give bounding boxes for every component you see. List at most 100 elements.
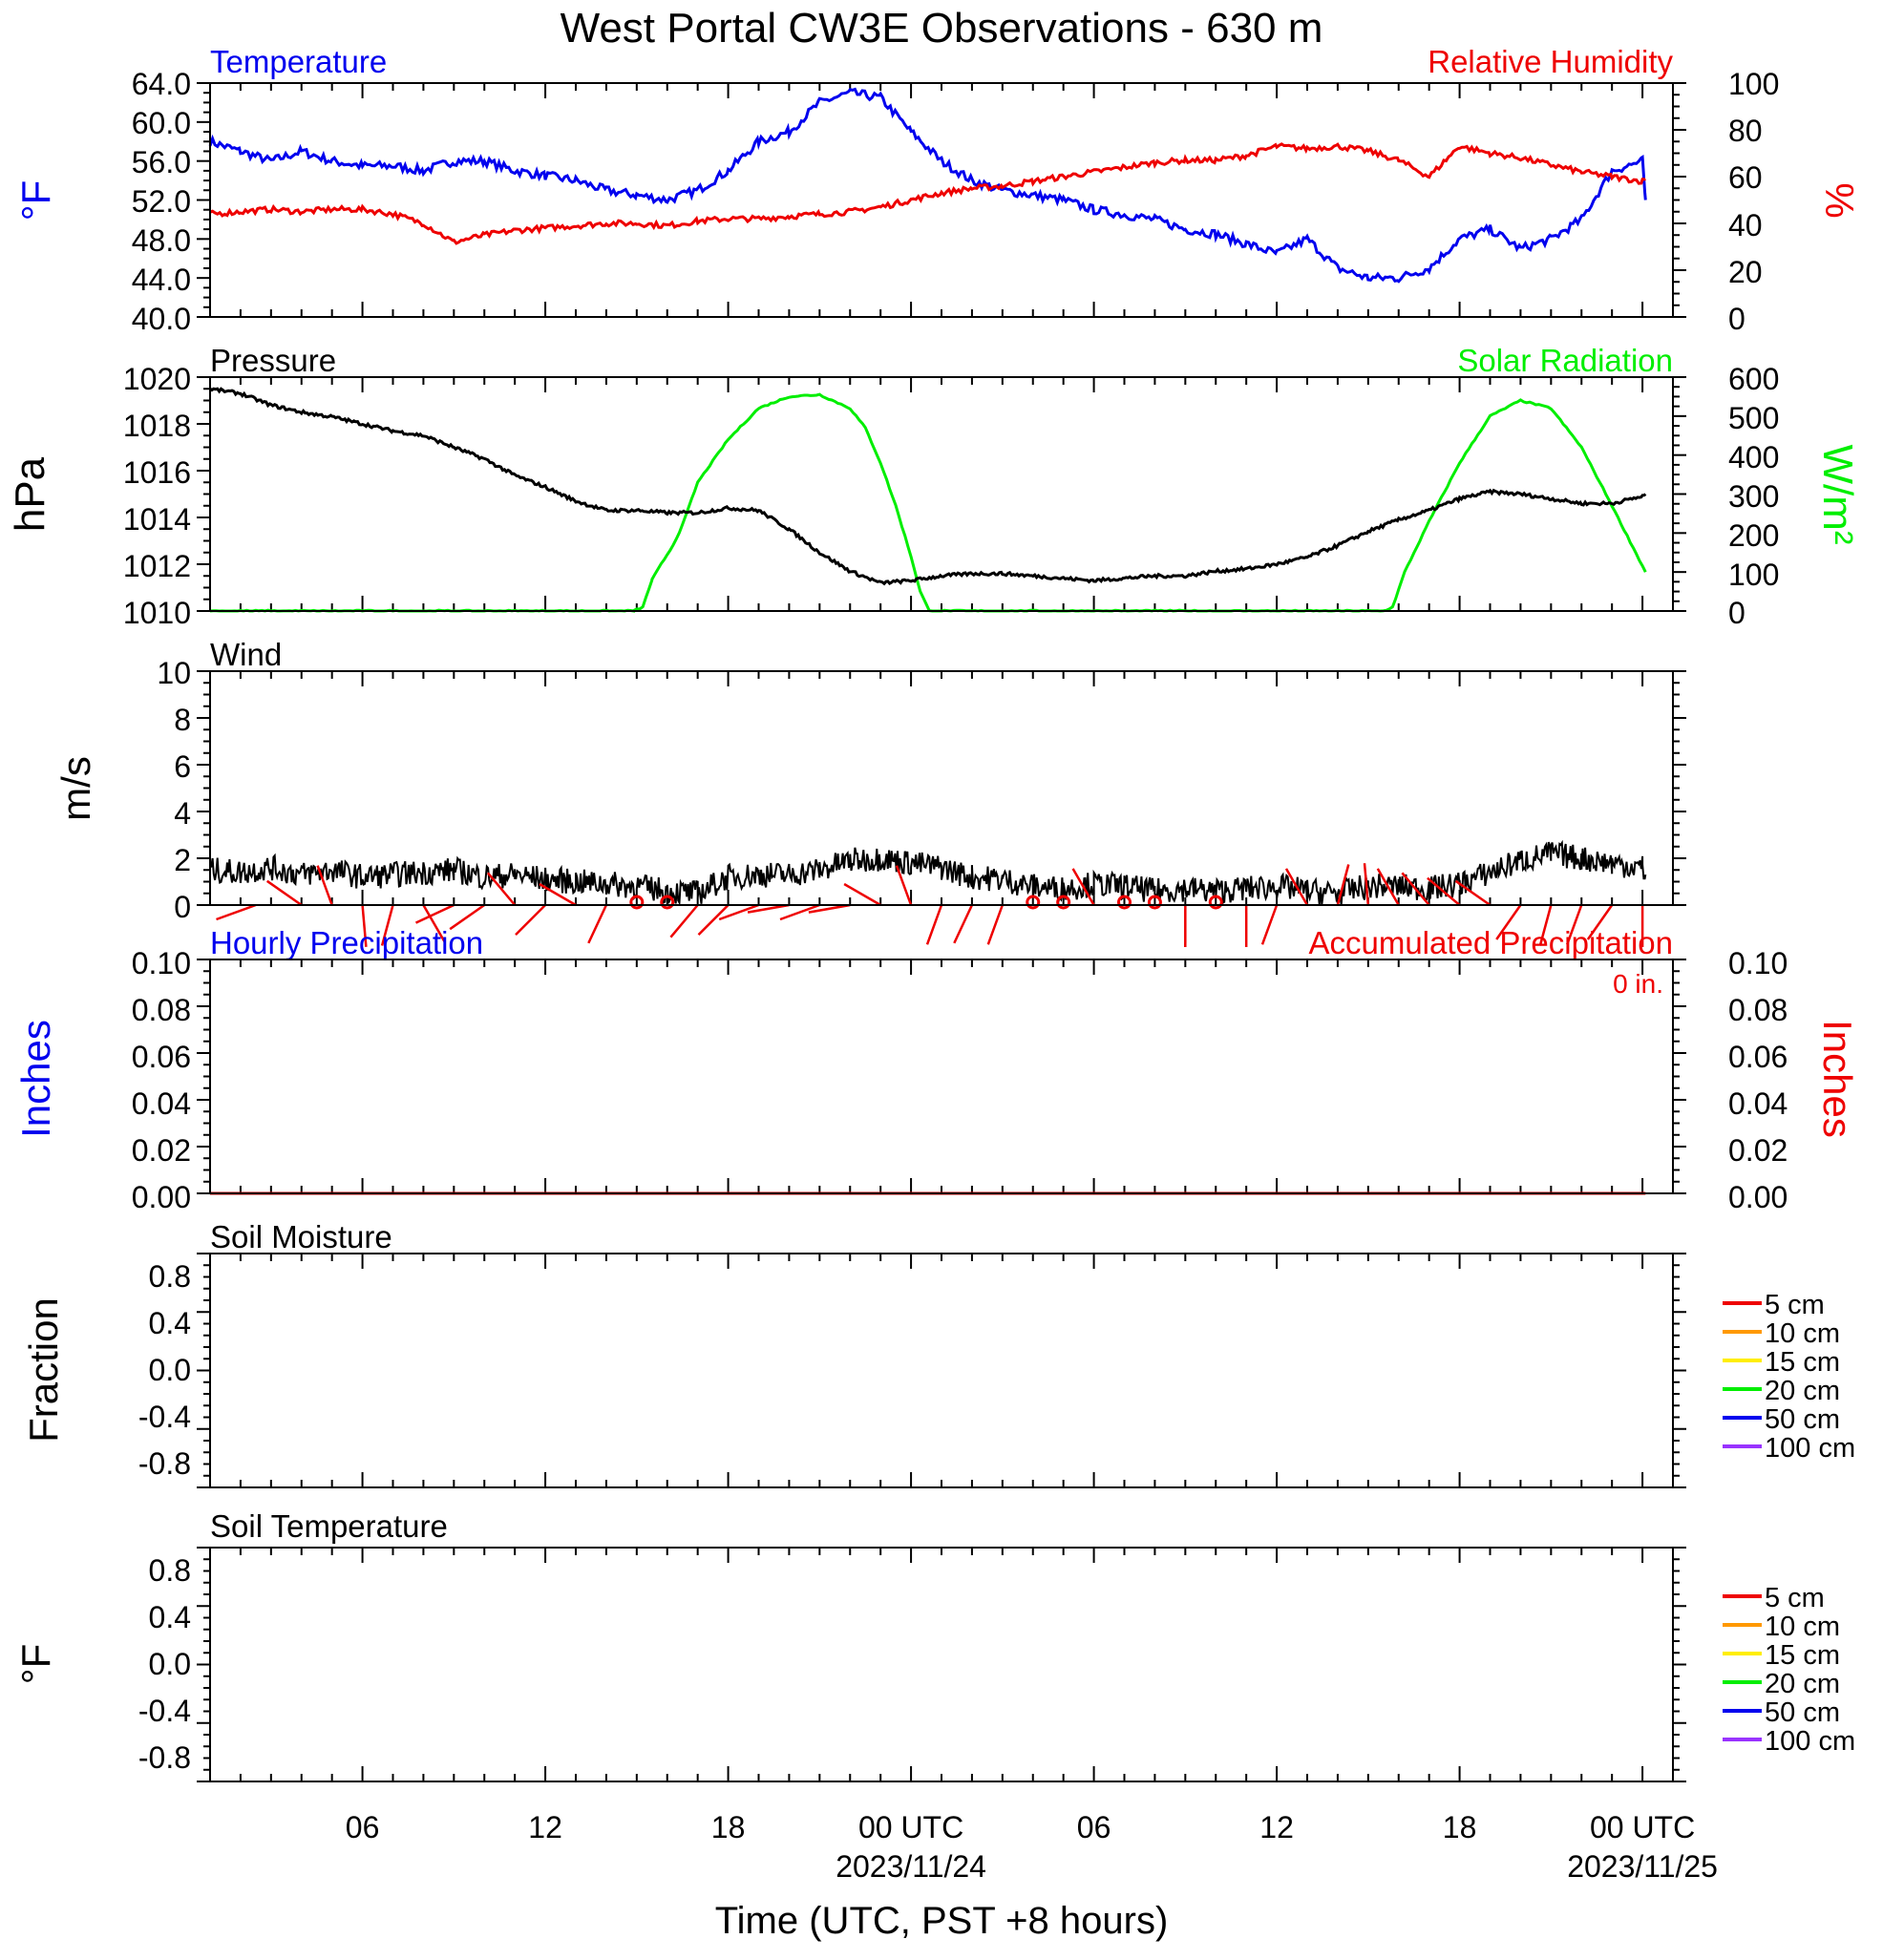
y-tick-label: 64.0 <box>132 67 191 101</box>
legend-item: 15 cm <box>1723 1347 1840 1378</box>
pressure-title: Pressure <box>210 343 336 378</box>
x-tick-label: 12 <box>528 1810 562 1844</box>
y-tick-label: 0.8 <box>149 1259 191 1294</box>
wind-barb <box>361 904 368 947</box>
wind-barb <box>539 882 577 907</box>
y-tick-label: 0.06 <box>132 1040 191 1074</box>
x-axis-label: Time (UTC, PST +8 hours) <box>715 1900 1169 1942</box>
wind-ticks: 10 8 6 4 2 0 <box>157 656 191 924</box>
panel-tick-marks <box>197 82 1686 318</box>
panel-frame <box>209 82 1674 318</box>
wind-barb <box>216 903 257 921</box>
panel-frame <box>209 959 1674 1194</box>
legend-label: 50 cm <box>1765 1697 1840 1728</box>
x-tick-label: 06 <box>346 1810 380 1844</box>
legend-label: 10 cm <box>1765 1318 1840 1349</box>
y-tick-label: 1020 <box>123 362 191 396</box>
legend-label: 20 cm <box>1765 1376 1840 1406</box>
y-tick-label: 0.00 <box>132 1180 191 1214</box>
wind-barb <box>747 903 790 914</box>
y-tick-label: 0.04 <box>132 1086 191 1121</box>
legend-label: 50 cm <box>1765 1404 1840 1435</box>
y-tick-label: -0.4 <box>138 1400 191 1434</box>
y2-tick-label: 0.00 <box>1728 1180 1788 1214</box>
soil-temperature-legend: 5 cm 10 cm 15 cm 20 cm 50 cm 100 cm <box>1723 1583 1855 1757</box>
legend-item: 5 cm <box>1723 1583 1825 1613</box>
wind-barb <box>1427 876 1461 906</box>
temperature-title: Temperature <box>210 44 387 79</box>
y2-tick-label: 500 <box>1728 401 1779 435</box>
humidity-series-line <box>209 142 1646 245</box>
panel-wind: Wind m/s 10 8 6 4 2 0 <box>53 637 1686 948</box>
pressure-unit: hPa <box>7 456 53 532</box>
figure-title: West Portal CW3E Observations - 630 m <box>561 5 1323 52</box>
y-tick-label: 0.0 <box>149 1353 191 1387</box>
hourly-precip-ticks: 0.10 0.08 0.06 0.04 0.02 0.00 <box>132 946 191 1214</box>
y-tick-label: 52.0 <box>132 184 191 219</box>
y-tick-label: 60.0 <box>132 106 191 140</box>
panel-tick-marks <box>197 376 1686 612</box>
y2-tick-label: 200 <box>1728 518 1779 553</box>
solar-unit: W/m² <box>1814 444 1861 544</box>
legend-label: 10 cm <box>1765 1612 1840 1642</box>
wind-barb <box>1260 904 1279 945</box>
legend-item: 20 cm <box>1723 1669 1840 1699</box>
wind-barb <box>316 865 333 906</box>
wind-barb <box>380 904 394 946</box>
y-tick-label: 0.4 <box>149 1306 191 1340</box>
soil-moisture-title: Soil Moisture <box>210 1219 392 1254</box>
wind-barb <box>265 879 303 907</box>
y-tick-label: 1012 <box>123 549 191 583</box>
legend-item: 20 cm <box>1723 1376 1840 1406</box>
y-tick-label: 0.8 <box>149 1553 191 1588</box>
panel-tick-marks <box>197 1547 1686 1782</box>
y-tick-label: -0.8 <box>138 1446 191 1481</box>
wind-barb <box>1363 863 1370 906</box>
accumulated-precip-title: Accumulated Precipitation <box>1308 925 1673 960</box>
wind-barb <box>1566 904 1583 945</box>
y2-tick-label: 100 <box>1728 558 1779 592</box>
panel-frame <box>209 1253 1674 1488</box>
wind-barb <box>925 904 943 945</box>
pressure-series-line <box>209 387 1647 586</box>
temperature-unit: °F <box>13 180 58 221</box>
legend-item: 50 cm <box>1723 1697 1840 1728</box>
y-tick-label: 4 <box>174 796 191 831</box>
y-tick-label: 2 <box>174 843 191 877</box>
panel-frame <box>209 376 1674 612</box>
y-tick-label: 0 <box>174 890 191 924</box>
legend-item: 10 cm <box>1723 1612 1840 1642</box>
y-tick-label: 56.0 <box>132 145 191 179</box>
calm-wind-circle <box>1147 895 1162 910</box>
soil-temperature-ticks: 0.8 0.4 0.0 -0.4 -0.8 <box>138 1553 191 1775</box>
wind-title: Wind <box>210 637 282 672</box>
y-tick-label: 8 <box>174 703 191 737</box>
x-axis-tick-labels: 06 12 18 00 UTC 06 12 18 00 UTC 2023/11/24 2023/1… <box>346 1810 1718 1884</box>
x-tick-label: 00 UTC <box>1590 1810 1695 1844</box>
wind-barb <box>1401 872 1430 906</box>
y2-tick-label: 40 <box>1728 208 1763 242</box>
wind-barb <box>449 903 485 931</box>
soil-moisture-ticks: 0.8 0.4 0.0 -0.4 -0.8 <box>138 1259 191 1481</box>
soil-moisture-legend: 5 cm 10 cm 15 cm 20 cm 50 cm 100 cm <box>1723 1290 1855 1464</box>
solar-title: Solar Radiation <box>1457 343 1673 378</box>
x-tick-label: 06 <box>1077 1810 1111 1844</box>
x-date-label: 2023/11/24 <box>836 1849 986 1884</box>
wind-speed-line <box>209 839 1647 906</box>
soil-temperature-unit: °F <box>13 1644 58 1684</box>
y-tick-label: 1014 <box>123 502 191 537</box>
solar-ticks: 600 500 400 300 200 100 0 <box>1728 362 1779 630</box>
temperature-ticks: 64.0 60.0 56.0 52.0 48.0 44.0 40.0 <box>132 67 191 336</box>
wind-barb <box>1071 868 1095 906</box>
legend-label: 20 cm <box>1765 1669 1840 1699</box>
soil-moisture-unit: Fraction <box>21 1297 66 1443</box>
wind-barb <box>953 904 974 944</box>
calm-wind-circle <box>1117 895 1132 910</box>
panel-soil-moisture: Soil Moisture Fraction 0.8 0.4 0.0 -0.4 … <box>21 1219 1855 1488</box>
humidity-unit: % <box>1817 182 1862 218</box>
wind-barb <box>1538 904 1553 946</box>
panel-temperature-humidity: Temperature Relative Humidity °F % 64.0 … <box>13 44 1862 336</box>
calm-wind-circle <box>1208 895 1223 910</box>
calm-wind-circle <box>1026 895 1041 910</box>
